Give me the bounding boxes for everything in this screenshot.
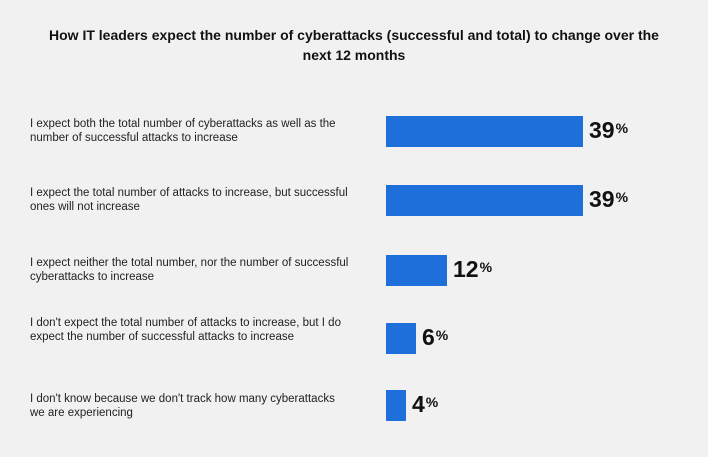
- bar-5: [386, 390, 406, 421]
- value-number: 4: [412, 391, 425, 417]
- value-number: 6: [422, 324, 435, 350]
- bar-4: [386, 323, 416, 354]
- value-number: 39: [589, 117, 615, 143]
- bar-1: [386, 116, 583, 147]
- value-label-2: 39%: [589, 186, 628, 212]
- value-label-1: 39%: [589, 117, 628, 143]
- category-label-4: I don't expect the total number of attac…: [30, 317, 341, 343]
- chart-title: How IT leaders expect the number of cybe…: [49, 27, 659, 63]
- percent-sign: %: [479, 259, 493, 275]
- percent-sign: %: [425, 394, 439, 410]
- value-label-4: 6%: [422, 324, 448, 350]
- value-label-5: 4%: [412, 391, 438, 417]
- category-label-3: I expect neither the total number, nor t…: [30, 257, 349, 283]
- bar-2: [386, 185, 583, 216]
- percent-sign: %: [615, 189, 629, 205]
- category-label-1: I expect both the total number of cybera…: [30, 118, 336, 144]
- category-label-5: I don't know because we don't track how …: [30, 393, 335, 419]
- value-label-3: 12%: [453, 256, 492, 282]
- category-label-2: I expect the total number of attacks to …: [30, 187, 348, 213]
- percent-sign: %: [435, 327, 449, 343]
- bar-3: [386, 255, 447, 286]
- value-number: 12: [453, 256, 479, 282]
- value-number: 39: [589, 186, 615, 212]
- percent-sign: %: [615, 120, 629, 136]
